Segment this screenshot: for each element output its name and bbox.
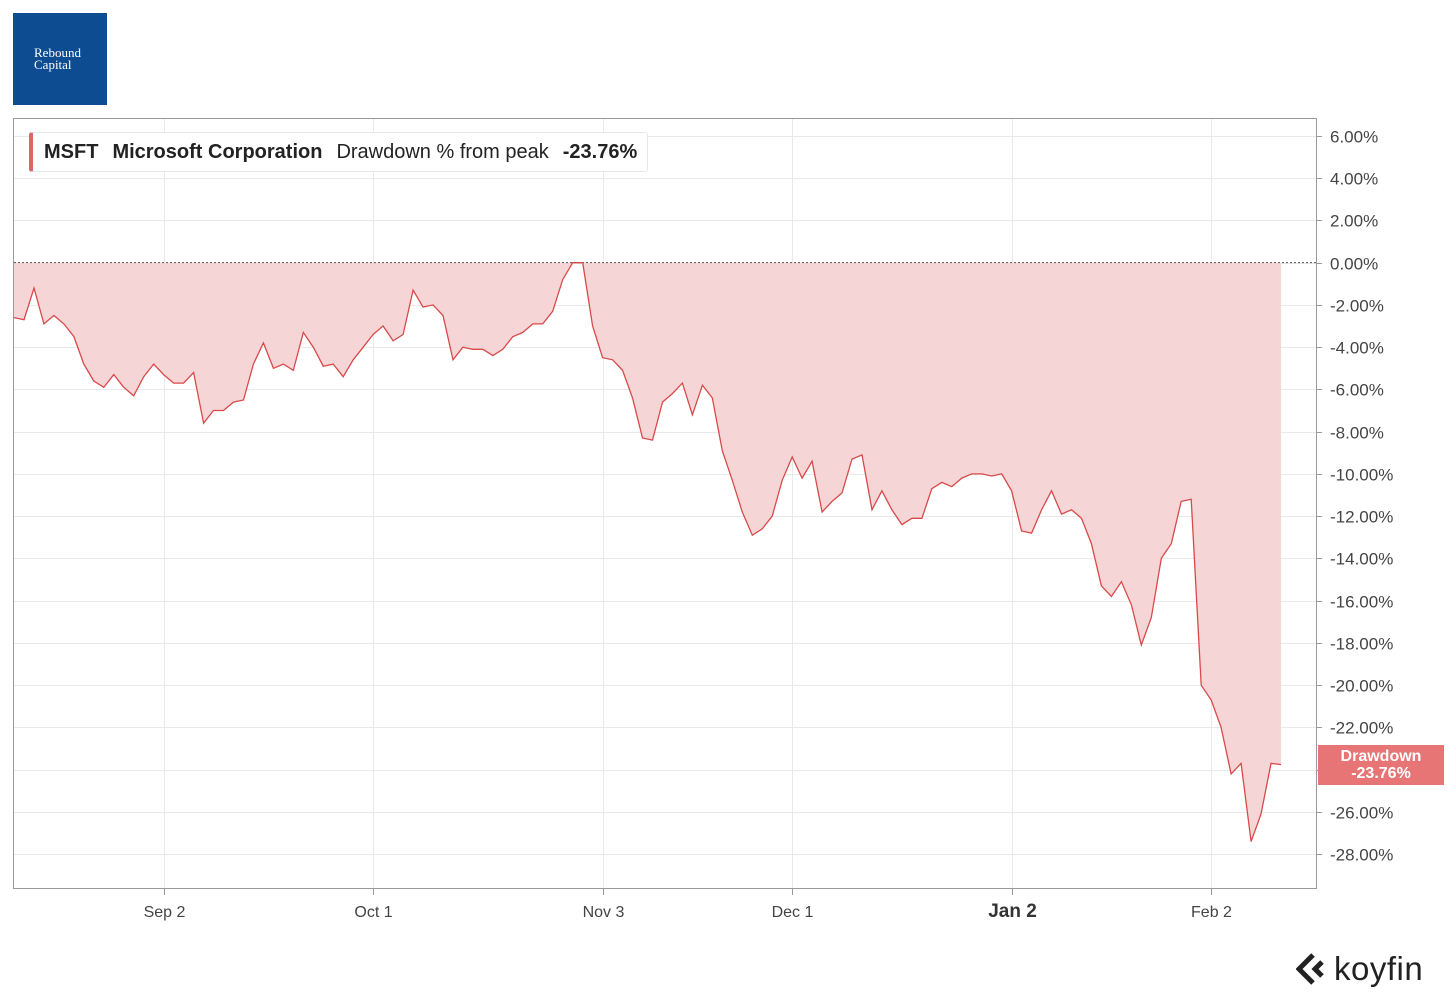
x-tick-label: Jan 2 [988,901,1037,922]
brand-name: koyfin [1334,950,1424,987]
plot-frame [13,118,1317,889]
x-tick-label: Sep 2 [144,904,186,921]
last-value-badge: Drawdown -23.76% [1318,745,1444,785]
logo-line-1: Rebound [34,45,81,60]
y-tick-label: 2.00% [1330,212,1378,231]
x-tick-label: Feb 2 [1191,904,1232,921]
x-tick-label: Oct 1 [354,904,392,921]
y-axis: 6.00% 4.00% 2.00% 0.00% -2.00% -4.00% -6.00% -8… [1316,128,1393,865]
y-tick-label: -4.00% [1330,339,1384,358]
drawdown-line [13,262,1282,842]
y-tick-label: -6.00% [1330,381,1384,400]
logo-line-2: Capital [34,57,72,72]
y-tick-label: 6.00% [1330,128,1378,147]
y-tick-label: -10.00% [1330,466,1393,485]
series-legend: MSFT Microsoft Corporation Drawdown % fr… [29,132,649,172]
y-tick-label: -12.00% [1330,508,1393,527]
koyfin-chevron-icon [1296,953,1324,985]
badge-value: -23.76% [1351,765,1411,782]
y-tick-label: -14.00% [1330,550,1393,569]
y-tick-label: -2.00% [1330,297,1384,316]
y-tick-label: -8.00% [1330,424,1384,443]
x-axis: Sep 2 Oct 1 Nov 3 Dec 1 Jan 2 Feb 2 [144,888,1232,922]
y-tick-label: -20.00% [1330,677,1393,696]
legend-metric: Drawdown % from peak [336,140,549,163]
y-tick-label: 0.00% [1330,255,1378,274]
badge-label: Drawdown [1340,748,1422,765]
drawdown-area [14,262,1281,842]
y-tick-label: -16.00% [1330,593,1393,612]
x-tick-label: Nov 3 [583,904,625,921]
x-tick-label: Dec 1 [772,904,814,921]
koyfin-watermark: koyfin [1296,949,1423,989]
y-tick-label: -28.00% [1330,846,1393,865]
y-tick-label: -26.00% [1330,804,1393,823]
legend-company: Microsoft Corporation [112,140,323,163]
legend-ticker: MSFT [44,140,99,163]
y-tick-label: 4.00% [1330,170,1378,189]
rebound-capital-logo: Rebound Capital [13,13,107,105]
y-tick-label: -22.00% [1330,719,1393,738]
legend-value: -23.76% [562,140,638,163]
y-tick-label: -18.00% [1330,635,1393,654]
